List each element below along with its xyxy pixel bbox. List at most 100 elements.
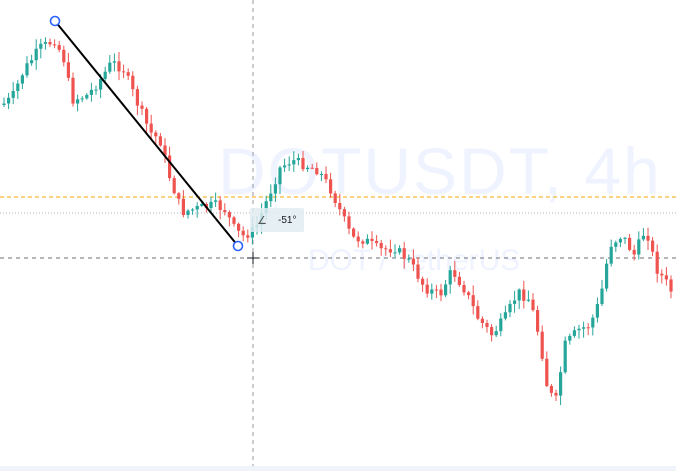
candle-body bbox=[439, 289, 443, 296]
candle-body bbox=[660, 273, 664, 276]
candle-body bbox=[209, 201, 213, 208]
candle-body bbox=[34, 48, 38, 61]
symbol-watermark: DOTUSDT, 4h bbox=[218, 134, 662, 208]
candle-body bbox=[623, 237, 627, 239]
angle-icon: ∠ bbox=[257, 214, 267, 227]
candle-body bbox=[356, 236, 360, 242]
candle-body bbox=[577, 328, 581, 331]
candle-body bbox=[57, 45, 61, 50]
candle-body bbox=[416, 264, 420, 279]
candle-body bbox=[11, 90, 15, 98]
candle-body bbox=[554, 392, 558, 396]
candle-body bbox=[218, 200, 222, 210]
trendline-start-handle[interactable] bbox=[49, 15, 61, 27]
candle-body bbox=[163, 145, 167, 156]
candle-body bbox=[241, 230, 245, 236]
candle-body bbox=[191, 209, 195, 211]
candles-group bbox=[2, 37, 673, 406]
candle-body bbox=[149, 123, 153, 133]
candle-body bbox=[490, 327, 494, 336]
candle-body bbox=[172, 178, 176, 194]
candle-body bbox=[195, 205, 199, 210]
candle-body bbox=[398, 248, 402, 253]
candle-body bbox=[494, 331, 498, 336]
candle-body bbox=[292, 160, 296, 165]
candle-body bbox=[434, 289, 438, 291]
candle-body bbox=[329, 179, 333, 194]
candle-body bbox=[517, 289, 521, 301]
candle-body bbox=[641, 235, 645, 240]
trendline-end-handle[interactable] bbox=[232, 240, 244, 252]
candle-body bbox=[319, 173, 323, 175]
candle-body bbox=[347, 216, 351, 229]
candle-body bbox=[586, 327, 590, 329]
candle-body bbox=[549, 386, 553, 393]
candle-body bbox=[609, 246, 613, 264]
candle-body bbox=[306, 167, 310, 170]
candle-body bbox=[375, 240, 379, 244]
candle-body bbox=[2, 103, 6, 105]
candle-body bbox=[522, 289, 526, 301]
candle-body bbox=[246, 235, 250, 238]
candle-body bbox=[117, 61, 121, 72]
candle-body bbox=[112, 61, 116, 63]
candle-body bbox=[531, 299, 535, 311]
candle-body bbox=[605, 263, 609, 289]
candle-body bbox=[186, 210, 190, 215]
candle-body bbox=[158, 136, 162, 146]
candle-body bbox=[103, 71, 107, 80]
candle-body bbox=[7, 97, 11, 104]
candle-body bbox=[89, 89, 93, 95]
candle-body bbox=[563, 340, 567, 373]
candle-body bbox=[135, 89, 139, 106]
candle-body bbox=[365, 238, 369, 244]
candle-body bbox=[582, 327, 586, 329]
candle-body bbox=[283, 165, 287, 168]
candle-body bbox=[177, 193, 181, 199]
trendline[interactable] bbox=[54, 20, 239, 247]
candle-body bbox=[200, 204, 204, 206]
candle-body bbox=[379, 243, 383, 249]
candle-body bbox=[48, 42, 52, 45]
candle-body bbox=[223, 209, 227, 213]
candle-body bbox=[278, 167, 282, 185]
candle-body bbox=[108, 62, 112, 72]
candle-body bbox=[411, 258, 415, 265]
candle-body bbox=[227, 212, 231, 218]
candle-body bbox=[540, 331, 544, 359]
candle-body bbox=[214, 200, 218, 202]
candle-body bbox=[140, 105, 144, 109]
candle-body bbox=[637, 239, 641, 255]
candle-body bbox=[62, 49, 66, 63]
candle-body bbox=[508, 303, 512, 313]
candle-body bbox=[425, 284, 429, 294]
candle-body bbox=[43, 42, 47, 44]
angle-tooltip: ∠ -51° bbox=[250, 208, 304, 232]
candle-body bbox=[16, 83, 20, 91]
candle-body bbox=[384, 248, 388, 250]
candle-body bbox=[457, 276, 461, 286]
candle-body bbox=[407, 258, 411, 260]
candle-body bbox=[536, 310, 540, 332]
candle-body bbox=[568, 335, 572, 341]
candle-body bbox=[39, 43, 43, 49]
candle-body bbox=[632, 249, 636, 255]
candle-body bbox=[20, 75, 24, 84]
candle-body bbox=[480, 318, 484, 323]
candle-body bbox=[600, 288, 604, 305]
candle-body bbox=[237, 223, 241, 231]
candle-body bbox=[646, 235, 650, 241]
candle-body bbox=[126, 72, 130, 76]
candle-body bbox=[287, 164, 291, 166]
candle-body bbox=[430, 289, 434, 294]
candle-body bbox=[301, 157, 305, 170]
candle-body bbox=[80, 98, 84, 100]
candle-body bbox=[273, 184, 277, 194]
candle-body bbox=[296, 157, 300, 161]
time-axis-strip bbox=[0, 466, 676, 471]
candle-body bbox=[269, 193, 273, 202]
candle-body bbox=[264, 201, 268, 214]
candle-body bbox=[76, 99, 80, 104]
